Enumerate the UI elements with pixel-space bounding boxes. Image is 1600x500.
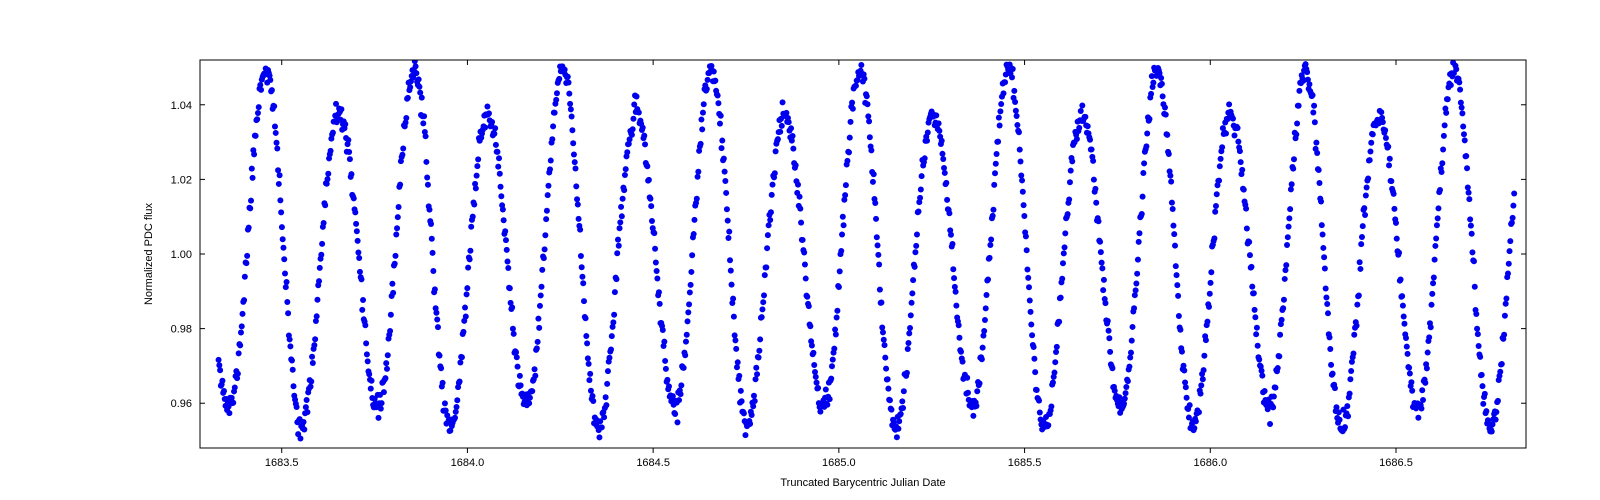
y-tick-label: 1.04 [171, 100, 192, 112]
x-tick-label: 1685.0 [822, 457, 856, 469]
x-tick-label: 1686.0 [1193, 457, 1227, 469]
x-tick-label: 1685.5 [1008, 457, 1042, 469]
x-axis-label: Truncated Barycentric Julian Date [780, 477, 945, 489]
y-tick-label: 0.96 [171, 398, 192, 410]
plot-frame [200, 60, 1526, 448]
y-tick-label: 0.98 [171, 324, 192, 336]
y-axis-label: Normalized PDC flux [143, 202, 155, 305]
x-tick-label: 1686.5 [1379, 457, 1413, 469]
x-tick-label: 1684.0 [451, 457, 485, 469]
x-tick-label: 1684.5 [636, 457, 670, 469]
x-tick-label: 1683.5 [265, 457, 299, 469]
y-tick-label: 1.00 [171, 249, 192, 261]
chart-container: 1683.5 1684.0 1684.5 1685.0 1685.5 1686.0 1686… [0, 0, 1600, 500]
lightcurve-chart: 1683.5 1684.0 1684.5 1685.0 1685.5 1686.0 1686… [0, 0, 1600, 500]
y-tick-label: 1.02 [171, 174, 192, 186]
